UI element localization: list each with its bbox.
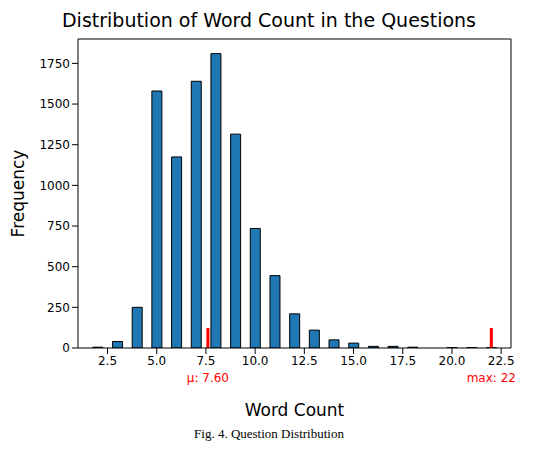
svg-text:15.0: 15.0 bbox=[340, 354, 367, 368]
svg-text:12.5: 12.5 bbox=[291, 354, 318, 368]
html-text:Fig. 4. Question Distribution: Fig. 4. Question Distribution bbox=[194, 426, 344, 441]
svg-text:1500: 1500 bbox=[39, 97, 70, 111]
svg-text:250: 250 bbox=[47, 301, 70, 315]
svg-text:7.5: 7.5 bbox=[196, 354, 215, 368]
svg-text:1000: 1000 bbox=[39, 179, 70, 193]
svg-text:5.0: 5.0 bbox=[147, 354, 166, 368]
svg-text:1250: 1250 bbox=[39, 138, 70, 152]
svg-text:750: 750 bbox=[47, 219, 70, 233]
svg-text:10.0: 10.0 bbox=[242, 354, 269, 368]
svg-text:500: 500 bbox=[47, 260, 70, 274]
svg-text:max: 22: max: 22 bbox=[467, 371, 516, 385]
svg-text:1750: 1750 bbox=[39, 57, 70, 71]
svg-text:Frequency: Frequency bbox=[8, 150, 28, 238]
svg-text:22.5: 22.5 bbox=[488, 354, 515, 368]
html-text:Distribution of Word Count in: Distribution of Word Count in the Questi… bbox=[62, 9, 476, 31]
svg-text:μ: 7.60: μ: 7.60 bbox=[187, 371, 229, 385]
svg-text:2.5: 2.5 bbox=[98, 354, 117, 368]
svg-text:Word Count: Word Count bbox=[245, 400, 345, 420]
svg-text:20.0: 20.0 bbox=[439, 354, 466, 368]
svg-text:0: 0 bbox=[62, 341, 70, 355]
svg-text:17.5: 17.5 bbox=[389, 354, 416, 368]
